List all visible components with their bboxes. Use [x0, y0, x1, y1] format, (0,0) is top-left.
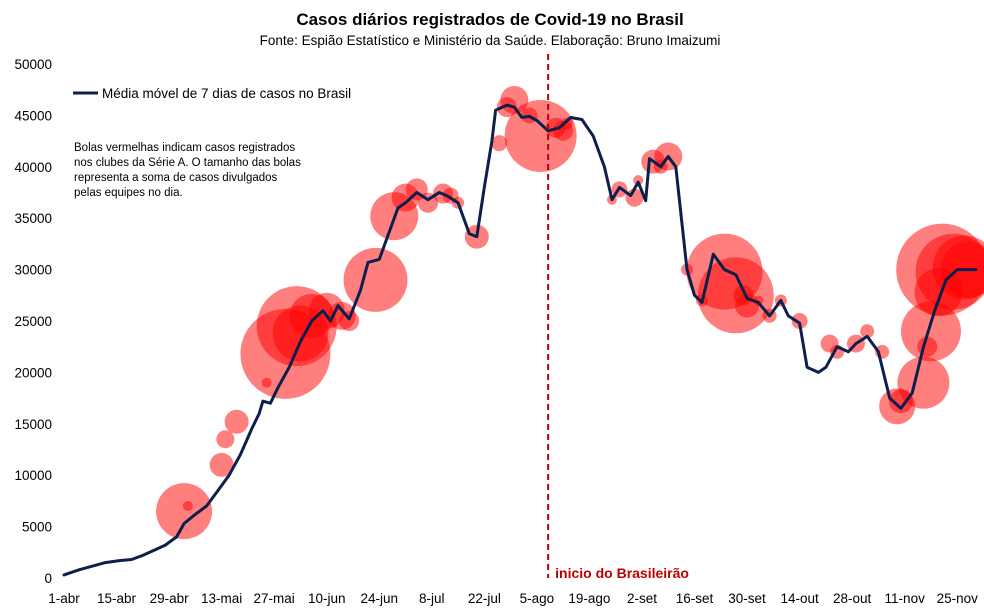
x-tick-label: 8-jul	[419, 591, 445, 606]
bubble	[224, 409, 249, 434]
bubble	[491, 135, 508, 152]
x-axis: 1-abr 15-abr 29-abr 13-mai 27-mai 10-jun 24-ju…	[48, 591, 978, 606]
x-tick-label: 1-abr	[48, 591, 80, 606]
x-tick-label: 19-ago	[568, 591, 610, 606]
note-line-2: nos clubes da Série A. O tamanho das bol…	[74, 157, 301, 169]
x-tick-label: 28-out	[833, 591, 872, 606]
bubble	[633, 175, 644, 186]
x-tick-label: 30-set	[728, 591, 766, 606]
bubble	[625, 188, 644, 207]
note-box: Bolas vermelhas indicam casos registrado…	[74, 142, 301, 199]
y-tick-label: 10000	[14, 468, 52, 483]
bubble	[156, 483, 213, 540]
y-tick-label: 45000	[14, 108, 52, 123]
y-axis: 0 5000 10000 15000 20000 25000 30000 35000 40000…	[14, 57, 52, 586]
legend: Média móvel de 7 dias de casos no Brasil	[73, 86, 351, 101]
y-tick-label: 30000	[14, 263, 52, 278]
x-tick-label: 29-abr	[150, 591, 190, 606]
y-tick-label: 20000	[14, 365, 52, 380]
y-tick-label: 50000	[14, 57, 52, 72]
x-tick-label: 27-mai	[254, 591, 295, 606]
x-tick-label: 16-set	[676, 591, 714, 606]
bubble	[860, 324, 875, 339]
bubble	[900, 301, 961, 362]
x-tick-label: 11-nov	[885, 591, 926, 606]
bubble	[182, 501, 193, 512]
brasileirao-start-label: inicio do Brasileirão	[555, 565, 689, 581]
series-line-media-movel	[62, 103, 978, 577]
x-tick-label: 15-abr	[97, 591, 137, 606]
bubble	[560, 117, 573, 130]
x-tick-label: 14-out	[780, 591, 819, 606]
y-tick-label: 35000	[14, 211, 52, 226]
bubble	[343, 247, 408, 312]
y-tick-label: 5000	[22, 520, 52, 535]
x-tick-label: 2-set	[627, 591, 657, 606]
x-tick-label: 24-jun	[360, 591, 398, 606]
y-tick-label: 15000	[14, 417, 52, 432]
bubble	[209, 452, 234, 477]
x-tick-label: 10-jun	[308, 591, 346, 606]
bubble	[791, 313, 808, 329]
chart-title: Casos diários registrados de Covid-19 no…	[296, 10, 683, 29]
bubble	[216, 430, 235, 449]
legend-label: Média móvel de 7 dias de casos no Brasil	[102, 86, 351, 101]
x-tick-label: 25-nov	[937, 591, 979, 606]
x-tick-label: 5-ago	[520, 591, 555, 606]
x-tick-label: 22-jul	[468, 591, 501, 606]
y-tick-label: 0	[44, 571, 52, 586]
note-line-4: pelas equipes no dia.	[74, 187, 183, 199]
note-line-3: representa a soma de casos divulgados	[74, 172, 278, 184]
note-line-1: Bolas vermelhas indicam casos registrado…	[74, 142, 295, 154]
y-tick-label: 40000	[14, 160, 52, 175]
y-tick-label: 25000	[14, 314, 52, 329]
bubble	[339, 311, 360, 331]
chart-subtitle: Fonte: Espião Estatístico e Ministério d…	[260, 33, 721, 48]
x-tick-label: 13-mai	[201, 591, 242, 606]
